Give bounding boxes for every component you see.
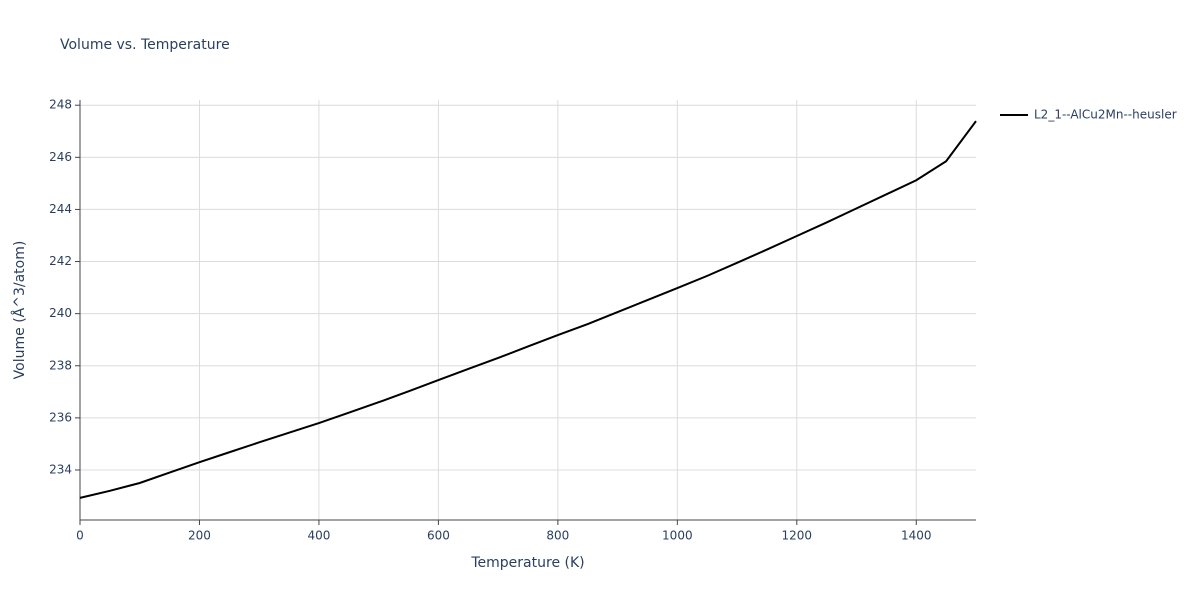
x-tick-label: 1400 (901, 529, 932, 543)
y-tick-label: 236 (49, 410, 72, 424)
x-tick-label: 600 (427, 529, 450, 543)
y-tick-label: 248 (49, 98, 72, 112)
y-tick-label: 246 (49, 150, 72, 164)
y-tick-label: 240 (49, 306, 72, 320)
x-tick-label: 0 (76, 529, 84, 543)
x-tick-label: 400 (307, 529, 330, 543)
x-tick-label: 1000 (662, 529, 693, 543)
x-tick-label: 200 (188, 529, 211, 543)
y-tick-label: 242 (49, 254, 72, 268)
x-tick-label: 1200 (782, 529, 813, 543)
chart-title: Volume vs. Temperature (60, 37, 230, 53)
data-line (79, 120, 977, 499)
x-tick-label: 800 (546, 529, 569, 543)
legend-label: L2_1--AlCu2Mn--heusler (1034, 108, 1177, 122)
y-tick-label: 244 (49, 202, 72, 216)
x-axis-title: Temperature (K) (470, 555, 584, 571)
y-axis-title: Volume (Å^3/atom) (11, 241, 28, 380)
y-tick-label: 234 (49, 462, 72, 476)
y-tick-label: 238 (49, 358, 72, 372)
